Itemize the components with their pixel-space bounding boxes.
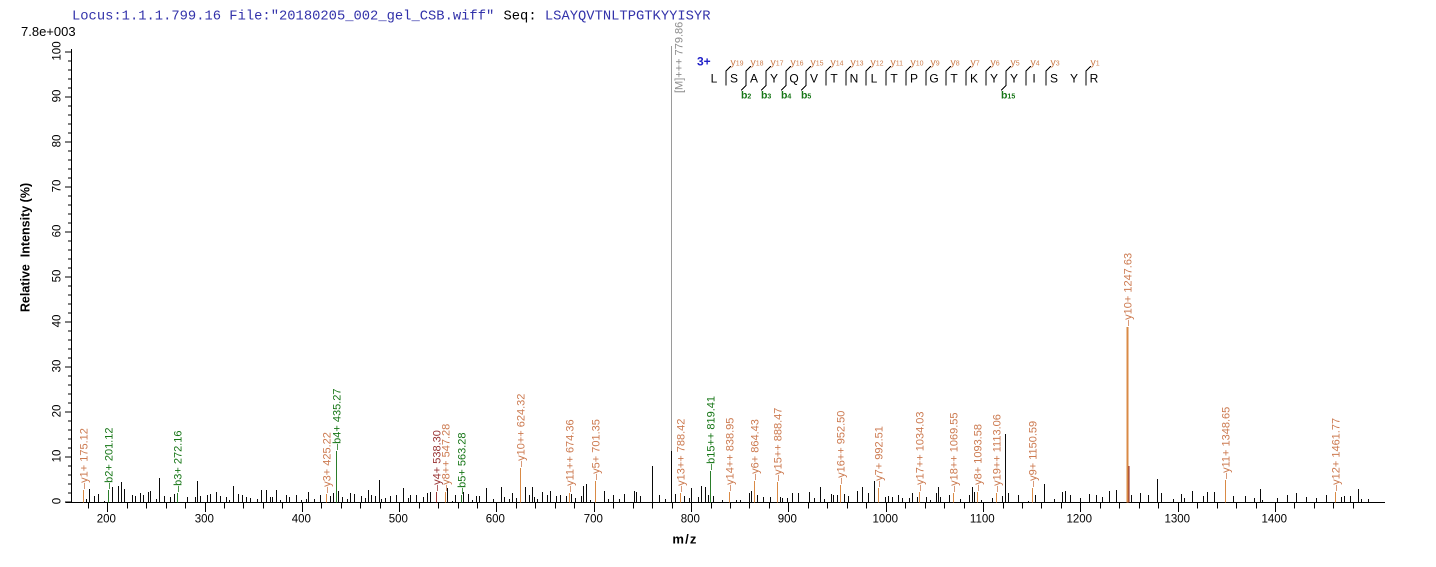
svg-text:–y17++ 1034.03: –y17++ 1034.03 [915, 411, 927, 491]
svg-text:–y11++ 674.36: –y11++ 674.36 [565, 419, 577, 492]
svg-text:1300: 1300 [1165, 514, 1191, 526]
svg-text:1100: 1100 [970, 514, 995, 526]
svg-text:S: S [730, 71, 738, 85]
svg-text:–b3+ 272.16: –b3+ 272.16 [173, 431, 185, 492]
svg-text:500: 500 [389, 514, 408, 526]
svg-text:–b15++ 819.41: –b15++ 819.41 [706, 396, 718, 470]
svg-text:60: 60 [52, 225, 64, 238]
svg-text:0: 0 [52, 498, 64, 504]
svg-text:50: 50 [52, 270, 64, 283]
svg-text:1000: 1000 [873, 514, 899, 526]
svg-text:T: T [890, 71, 898, 85]
svg-text:b5: b5 [801, 90, 811, 102]
svg-text:–y6+ 864.43: –y6+ 864.43 [750, 419, 762, 480]
svg-text:A: A [750, 71, 758, 85]
svg-text:1200: 1200 [1067, 514, 1093, 526]
svg-text:L: L [871, 71, 878, 85]
svg-text:70: 70 [52, 180, 64, 193]
svg-text:3+: 3+ [697, 55, 711, 69]
svg-text:–y9+ 1150.59: –y9+ 1150.59 [1028, 421, 1040, 487]
svg-text:100: 100 [52, 41, 64, 60]
svg-text:L: L [711, 71, 718, 85]
svg-text:b3: b3 [761, 90, 771, 102]
svg-text:y9: y9 [931, 57, 940, 69]
svg-text:Locus:1.1.1.799.16 File:"20180: Locus:1.1.1.799.16 File:"20180205_002_ge… [72, 9, 494, 25]
svg-text:–y3+ 425.22: –y3+ 425.22 [322, 432, 334, 493]
svg-text:G: G [929, 71, 938, 85]
svg-text:–y10++ 624.32: –y10++ 624.32 [516, 394, 528, 467]
svg-text:–b2+ 201.12: –b2+ 201.12 [104, 428, 116, 489]
svg-text:Y: Y [1070, 71, 1078, 85]
svg-text:Seq: LSAYQVTNLTPGTKYYISYR: Seq: LSAYQVTNLTPGTKYYISYR [504, 10, 711, 25]
svg-text:800: 800 [681, 514, 700, 526]
svg-text:Relative Intensity (%): Relative Intensity (%) [19, 183, 33, 312]
svg-text:200: 200 [97, 514, 116, 526]
svg-text:–y1+ 175.12: –y1+ 175.12 [79, 428, 91, 489]
svg-text:Q: Q [789, 71, 798, 85]
svg-text:y7: y7 [971, 57, 980, 69]
svg-text:y5: y5 [1011, 57, 1020, 69]
svg-text:T: T [950, 71, 958, 85]
svg-text:–y8++ 547.28: –y8++ 547.28 [441, 424, 453, 491]
svg-text:y4: y4 [1031, 57, 1040, 69]
svg-text:I: I [1032, 71, 1035, 85]
svg-text:–y15++ 888.47: –y15++ 888.47 [773, 408, 785, 481]
svg-text:R: R [1090, 71, 1099, 85]
svg-text:–y4+ 538.30: –y4+ 538.30 [432, 430, 444, 491]
svg-text:30: 30 [52, 360, 64, 373]
svg-text:–b5+ 563.28: –b5+ 563.28 [457, 433, 469, 494]
svg-text:–y7+ 992.51: –y7+ 992.51 [874, 426, 886, 487]
svg-text:10: 10 [52, 450, 64, 463]
svg-text:S: S [1050, 71, 1058, 85]
svg-text:–y14++ 838.95: –y14++ 838.95 [725, 418, 737, 491]
svg-text:Y: Y [770, 71, 778, 85]
svg-text:1400: 1400 [1262, 514, 1288, 526]
svg-text:–y10+ 1247.63: –y10+ 1247.63 [1123, 253, 1135, 326]
svg-text:N: N [850, 71, 859, 85]
svg-text:b2: b2 [741, 90, 751, 102]
svg-text:y8: y8 [951, 57, 960, 69]
svg-text:20: 20 [52, 405, 64, 418]
svg-text:K: K [970, 71, 978, 85]
svg-text:90: 90 [52, 90, 64, 103]
svg-text:Y: Y [1010, 71, 1018, 85]
svg-text:600: 600 [486, 514, 505, 526]
svg-text:40: 40 [52, 315, 64, 328]
svg-text:–y13++ 788.42: –y13++ 788.42 [676, 419, 688, 492]
svg-text:–y12+ 1461.77: –y12+ 1461.77 [1331, 418, 1343, 491]
svg-text:–y16++ 952.50: –y16++ 952.50 [836, 411, 848, 484]
svg-text:T: T [830, 71, 838, 85]
svg-text:–y11+ 1348.65: –y11+ 1348.65 [1221, 407, 1233, 479]
svg-text:–y5+ 701.35: –y5+ 701.35 [591, 419, 603, 480]
svg-text:300: 300 [195, 514, 214, 526]
svg-text:b4: b4 [781, 90, 791, 102]
svg-text:–y18++ 1069.55: –y18++ 1069.55 [949, 412, 961, 492]
svg-text:80: 80 [52, 135, 64, 148]
svg-text:[M]+++ 779.86: [M]+++ 779.86 [674, 22, 686, 93]
svg-text:700: 700 [584, 514, 603, 526]
svg-text:–y8+ 1093.58: –y8+ 1093.58 [973, 424, 985, 491]
svg-text:400: 400 [292, 514, 311, 526]
svg-text:y6: y6 [991, 57, 1000, 69]
svg-text:y1: y1 [1091, 57, 1100, 69]
svg-text:–y19++ 1113.06: –y19++ 1113.06 [992, 414, 1004, 492]
svg-text:V: V [810, 71, 818, 85]
svg-text:m/z: m/z [672, 532, 697, 547]
svg-text:–b4+ 435.27: –b4+ 435.27 [332, 389, 344, 450]
svg-text:P: P [910, 71, 918, 85]
svg-text:Y: Y [990, 71, 998, 85]
svg-text:900: 900 [778, 514, 797, 526]
svg-text:y3: y3 [1051, 57, 1060, 69]
svg-text:7.8e+003: 7.8e+003 [21, 24, 76, 39]
